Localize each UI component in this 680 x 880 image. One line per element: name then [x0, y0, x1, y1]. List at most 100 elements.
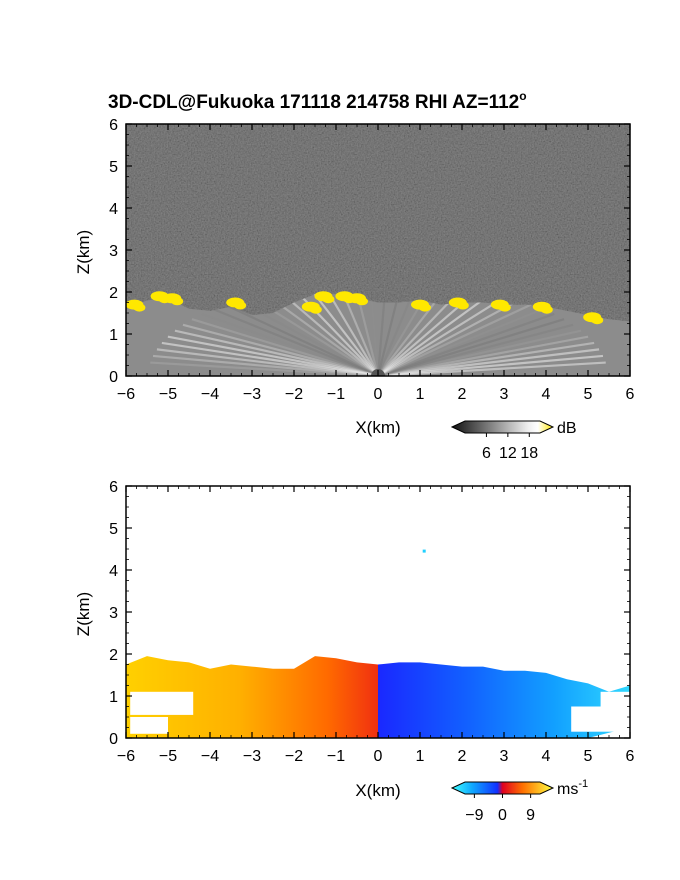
beam-streak — [291, 294, 379, 376]
beam-streak — [212, 307, 379, 376]
beam-streak — [174, 329, 379, 376]
axis-ticks: −6 −5 −4 −3 −2 −1 0 1 2 3 4 5 6 0 1 2 3 4 5 6 — [109, 479, 634, 765]
x-tick-label: 4 — [542, 748, 551, 765]
colorbar-tick-label: 18 — [520, 445, 538, 462]
missing-data-gaps — [130, 691, 630, 734]
beam-streak — [377, 323, 574, 376]
x-axis-label: X(km) — [355, 781, 400, 800]
beam-streak — [377, 348, 600, 376]
beam-streak — [377, 335, 589, 376]
x-tick-label: −2 — [285, 748, 303, 765]
x-tick-label: 1 — [416, 748, 425, 765]
beam-streak — [377, 294, 508, 376]
beam-streak — [377, 354, 604, 376]
isolated-echo — [422, 549, 426, 553]
beam-streak — [152, 354, 379, 376]
beam-streak — [182, 323, 379, 376]
data-gap — [130, 691, 194, 715]
cloud-patch-lobe — [234, 301, 247, 310]
colorbar-tick-label: 12 — [499, 445, 517, 462]
x-tick-label: 2 — [458, 386, 467, 403]
cloud-patch-lobe — [591, 316, 604, 325]
boundary-layer-echo — [126, 294, 630, 376]
y-tick-label: 4 — [109, 563, 118, 580]
cloud-patch-lobe — [322, 295, 335, 304]
x-tick-label: 1 — [416, 386, 425, 403]
y-tick-label: 5 — [109, 159, 118, 176]
negative-velocity-region — [378, 662, 630, 738]
cloud-patch-lobe — [133, 303, 146, 312]
beam-streak — [150, 361, 379, 376]
y-tick-label: 5 — [109, 521, 118, 538]
x-tick-label: −4 — [201, 748, 219, 765]
colorbar-tick-label: 6 — [482, 445, 491, 462]
y-tick-label: 2 — [109, 285, 118, 302]
beam-streak — [201, 312, 379, 376]
data-gap — [130, 717, 168, 734]
axis-ticks: −6 −5 −4 −3 −2 −1 0 1 2 3 4 5 6 0 1 2 3 4 5 6 — [109, 117, 634, 403]
cloud-patch-lobe — [356, 297, 368, 306]
colorbar-tick-label: 9 — [526, 807, 535, 824]
y-tick-label: 0 — [109, 369, 118, 386]
colorbar-tick-label: 0 — [498, 807, 507, 824]
cloud-patch-lobe — [540, 305, 553, 314]
x-tick-label: 3 — [500, 748, 509, 765]
beam-streak — [377, 361, 606, 376]
beam-streak — [156, 348, 379, 376]
radial-beam-streaks — [150, 294, 606, 376]
beam-streak — [161, 341, 379, 376]
cloud-patch-lobe — [171, 297, 184, 306]
data-gap — [600, 691, 630, 709]
colorbar-tick-label: −9 — [465, 807, 483, 824]
y-tick-label: 1 — [109, 689, 118, 706]
x-tick-label: −6 — [117, 748, 135, 765]
y-axis-label: Z(km) — [74, 592, 93, 636]
x-tick-label: −1 — [327, 748, 345, 765]
y-tick-label: 0 — [109, 731, 118, 748]
x-tick-label: 2 — [458, 748, 467, 765]
beam-streak — [377, 303, 533, 376]
x-tick-label: −2 — [285, 386, 303, 403]
y-tick-label: 4 — [109, 201, 118, 218]
cloud-patch-lobe — [419, 303, 431, 312]
beam-streak — [191, 318, 379, 376]
x-tick-label: 5 — [584, 386, 593, 403]
x-tick-label: −6 — [117, 386, 135, 403]
x-tick-label: −1 — [327, 386, 345, 403]
db-colorbar: dB 6 12 18 — [450, 420, 577, 462]
x-tick-label: 4 — [542, 386, 551, 403]
data-gap — [571, 706, 630, 732]
x-tick-label: −5 — [159, 748, 177, 765]
y-tick-label: 1 — [109, 327, 118, 344]
y-tick-label: 3 — [109, 243, 118, 260]
beam-streak — [377, 312, 555, 376]
beam-streak — [223, 303, 379, 376]
beam-streak — [377, 307, 544, 376]
velocity-colorbar: ms-1 −9 0 9 — [450, 778, 588, 824]
beam-streak — [377, 318, 565, 376]
x-tick-label: −3 — [243, 748, 261, 765]
x-tick-label: −3 — [243, 386, 261, 403]
x-tick-label: 5 — [584, 748, 593, 765]
x-tick-label: 0 — [374, 386, 383, 403]
x-tick-label: 3 — [500, 386, 509, 403]
cloud-patch-lobe — [456, 301, 469, 310]
cloud-patch-lobe — [498, 303, 511, 312]
colorbar-unit: dB — [557, 420, 577, 437]
beam-streak — [377, 341, 595, 376]
x-axis-label: X(km) — [355, 418, 400, 437]
colorbar-unit: ms-1 — [557, 778, 588, 798]
y-tick-label: 3 — [109, 605, 118, 622]
x-tick-label: −5 — [159, 386, 177, 403]
y-tick-label: 6 — [109, 117, 118, 134]
beam-streak — [377, 329, 582, 376]
beam-streak — [377, 294, 494, 376]
y-tick-label: 2 — [109, 647, 118, 664]
velocity-panel: −6 −5 −4 −3 −2 −1 0 1 2 3 4 5 6 0 1 2 3 4 5 6 Z(km) X(km) m… — [74, 479, 635, 824]
chart-title: 3D-CDL@Fukuoka 171118 214758 RHI AZ=112o — [108, 89, 527, 113]
y-axis-label: Z(km) — [74, 230, 93, 274]
cloud-patch-lobe — [309, 305, 322, 314]
beam-streak — [167, 335, 379, 376]
